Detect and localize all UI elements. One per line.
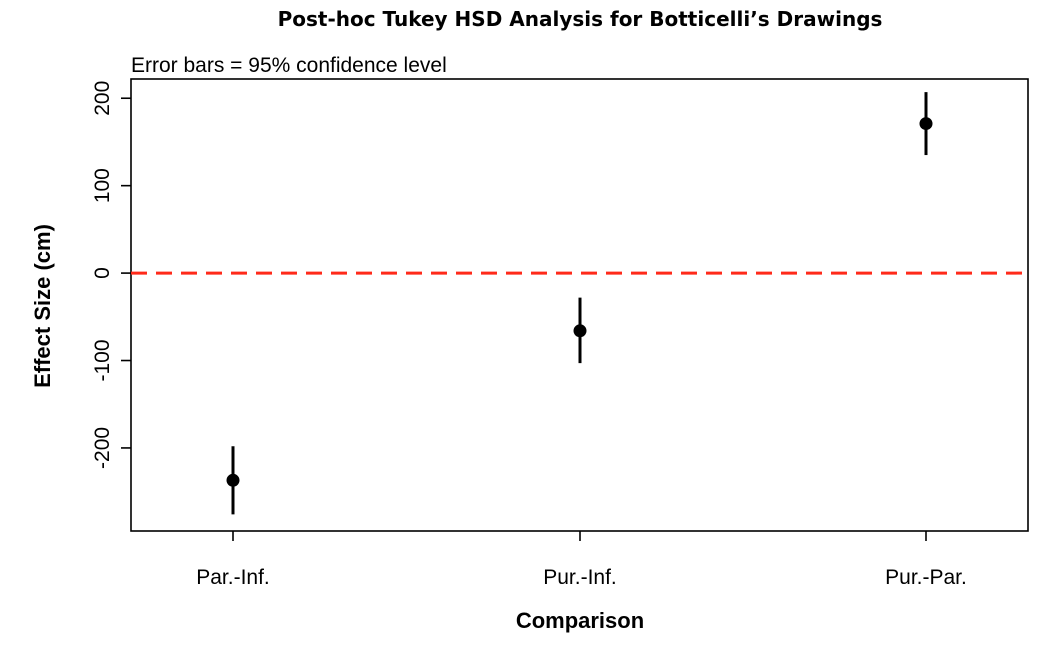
y-tick-label: 100 [91, 168, 114, 203]
x-tick-label: Pur.-Par. [885, 566, 967, 589]
y-tick-label: -100 [91, 340, 114, 382]
y-axis-label: Effect Size (cm) [30, 224, 55, 388]
data-marks [226, 92, 933, 515]
chart-title: Post-hoc Tukey HSD Analysis for Botticel… [278, 7, 883, 31]
chart-subtitle: Error bars = 95% confidence level [131, 54, 447, 77]
x-axis: Par.-Inf. Pur.-Inf. Pur.-Par. [196, 531, 967, 589]
y-axis: -200 -100 0 100 200 [91, 81, 131, 469]
data-point [919, 117, 933, 131]
data-point [226, 473, 240, 487]
data-point [573, 324, 587, 338]
y-tick-label: 200 [91, 81, 114, 116]
x-axis-label: Comparison [516, 608, 644, 633]
x-tick-label: Par.-Inf. [196, 566, 270, 589]
y-tick-label: 0 [91, 267, 114, 279]
y-tick-label: -200 [91, 427, 114, 469]
x-tick-label: Pur.-Inf. [543, 566, 617, 589]
